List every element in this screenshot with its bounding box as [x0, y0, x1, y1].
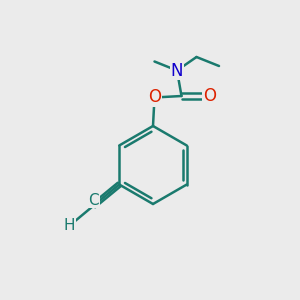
Text: H: H: [63, 218, 75, 232]
Text: C: C: [88, 193, 99, 208]
Text: N: N: [171, 61, 183, 80]
Text: O: O: [148, 88, 161, 106]
Text: O: O: [203, 87, 216, 105]
